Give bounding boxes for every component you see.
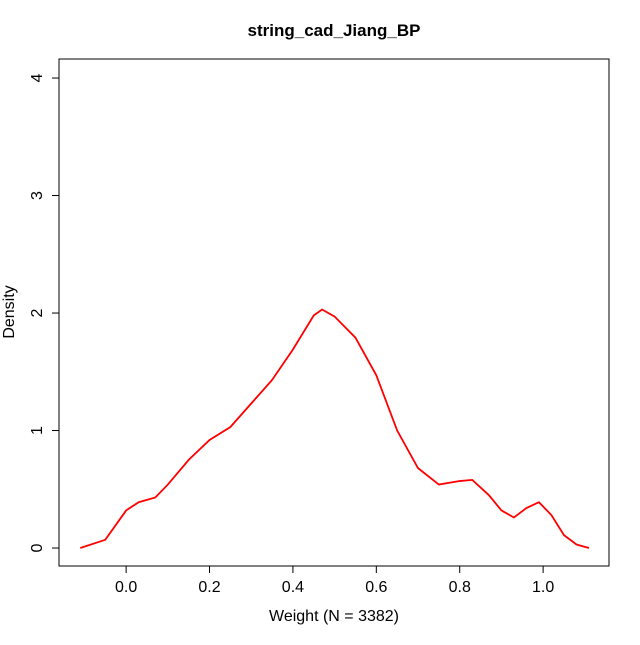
x-tick-label: 1.0 xyxy=(532,579,554,596)
y-tick-label: 0 xyxy=(29,543,46,552)
x-tick-label: 0.8 xyxy=(449,579,471,596)
x-tick-label: 0.4 xyxy=(282,579,304,596)
y-tick-label: 2 xyxy=(29,308,46,317)
y-axis-label: Density xyxy=(1,285,18,338)
y-tick-label: 4 xyxy=(29,73,46,82)
x-tick-label: 0.0 xyxy=(115,579,137,596)
x-tick-label: 0.2 xyxy=(198,579,220,596)
x-axis-label: Weight (N = 3382) xyxy=(269,608,399,625)
y-tick-label: 3 xyxy=(29,191,46,200)
x-tick-label: 0.6 xyxy=(365,579,387,596)
chart-title: string_cad_Jiang_BP xyxy=(248,21,421,40)
y-tick-label: 1 xyxy=(29,426,46,435)
density-line xyxy=(79,308,590,549)
